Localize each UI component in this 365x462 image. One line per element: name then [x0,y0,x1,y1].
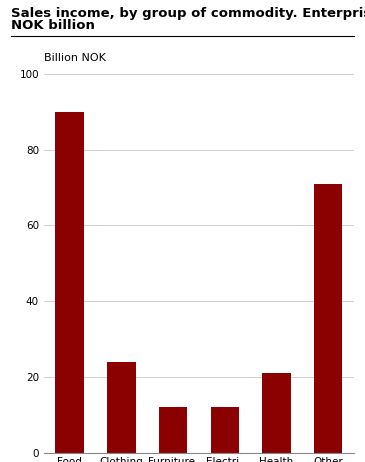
Bar [159,407,187,453]
Bar [262,373,291,453]
Text: Sales income, by group of commodity. Enterprises. 2002: Sales income, by group of commodity. Ent… [11,7,365,20]
Bar [314,184,342,453]
Bar [55,112,84,453]
Text: Billion NOK: Billion NOK [44,53,106,62]
Bar [211,407,239,453]
Text: NOK billion: NOK billion [11,19,95,32]
Bar [107,362,135,453]
